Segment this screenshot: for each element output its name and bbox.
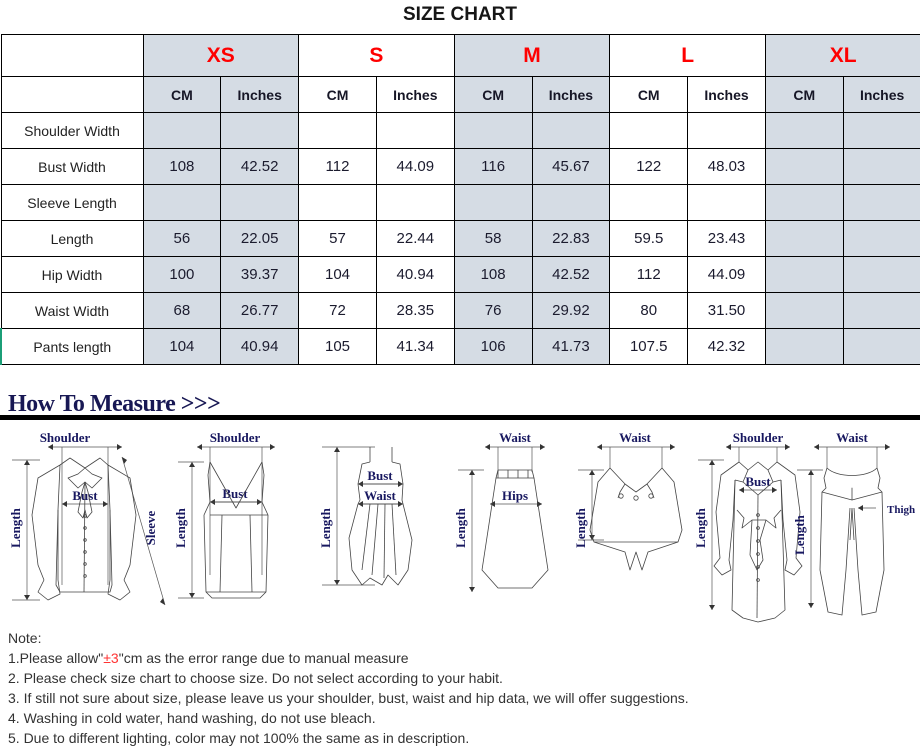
svg-text:Length: Length [792,514,807,555]
svg-text:Waist: Waist [499,430,531,445]
svg-text:Hips: Hips [502,488,528,503]
svg-text:Length: Length [173,507,188,548]
svg-text:Length: Length [453,507,468,548]
svg-text:Waist: Waist [364,488,396,503]
svg-text:Shoulder: Shoulder [210,430,261,445]
svg-text:Waist: Waist [836,430,868,445]
svg-text:Bust: Bust [72,488,98,503]
svg-text:Length: Length [8,507,23,548]
svg-text:Length: Length [318,507,333,548]
svg-text:Length: Length [573,507,588,548]
svg-text:Shoulder: Shoulder [733,430,784,445]
svg-text:Waist: Waist [619,430,651,445]
svg-text:Length: Length [693,507,708,548]
svg-text:Bust: Bust [367,468,393,483]
svg-text:Shoulder: Shoulder [40,430,91,445]
svg-text:Thigh: Thigh [887,504,915,516]
svg-text:Sleeve: Sleeve [143,510,158,545]
